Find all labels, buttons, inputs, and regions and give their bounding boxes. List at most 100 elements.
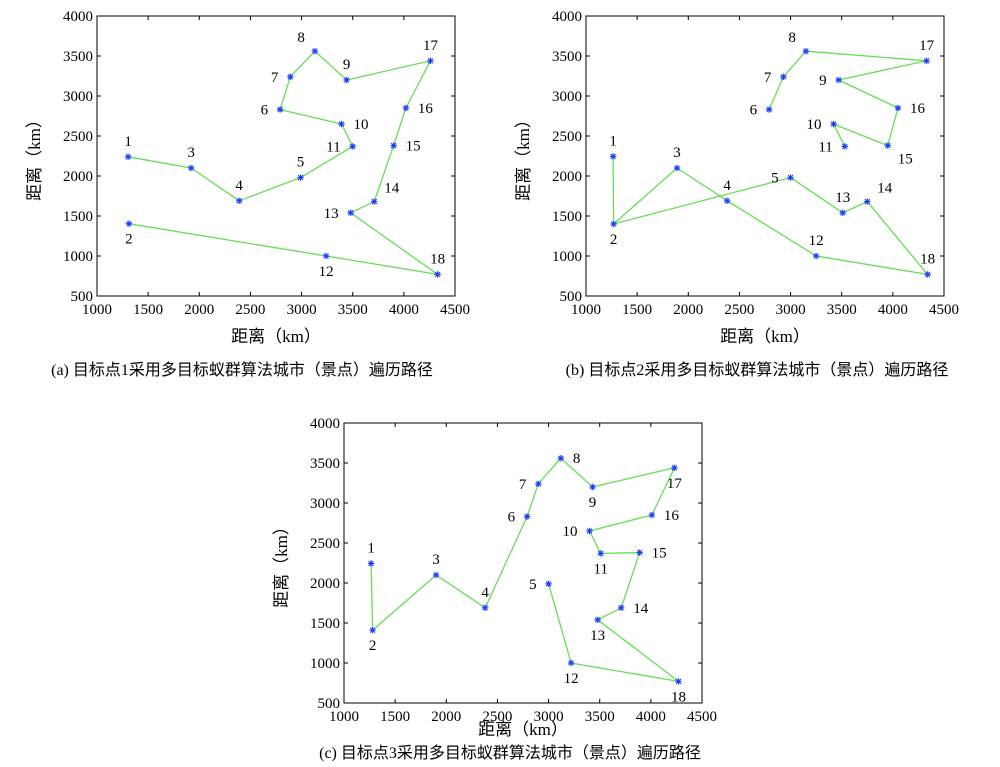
point-label-c-16: 16 — [664, 508, 680, 524]
point-label-b-16: 16 — [910, 101, 926, 117]
x-tick-label-a-1: 1500 — [133, 302, 163, 318]
point-label-c-3: 3 — [432, 552, 440, 568]
point-marker-b-18 — [924, 271, 931, 278]
point-label-c-5: 5 — [529, 577, 537, 593]
point-marker-a-18 — [434, 271, 441, 278]
point-marker-b-15 — [884, 142, 891, 149]
point-marker-a-2 — [125, 220, 133, 227]
point-label-c-7: 7 — [519, 477, 527, 493]
point-label-a-5: 5 — [297, 155, 305, 171]
y-axis-label-a: 距离（km） — [25, 111, 44, 201]
route-line-c — [370, 457, 680, 683]
point-marker-a-9 — [343, 76, 350, 84]
route-line-b-1 — [768, 50, 928, 147]
x-axis-label-a: 距离（km） — [231, 327, 321, 346]
y-axis-label-b: 距离（km） — [514, 111, 533, 201]
point-marker-c-15 — [636, 549, 643, 556]
point-marker-c-13 — [594, 616, 601, 623]
point-marker-c-2 — [369, 627, 376, 634]
y-tick-label-b-6: 3500 — [552, 49, 582, 65]
x-tick-label-c-0: 1000 — [329, 709, 359, 725]
x-tick-label-b-5: 3500 — [827, 302, 857, 318]
y-tick-label-b-3: 2000 — [552, 169, 582, 185]
point-label-c-4: 4 — [481, 585, 489, 601]
plot-frame-a — [96, 15, 456, 297]
point-marker-a-10 — [338, 120, 345, 128]
point-marker-b-9 — [835, 76, 842, 84]
x-axis-label-c: 距离（km） — [478, 720, 568, 739]
x-axis-label-b: 距离（km） — [720, 327, 810, 346]
x-tick-label-b-0: 1000 — [571, 302, 601, 318]
point-label-a-10: 10 — [353, 117, 368, 133]
point-marker-a-13 — [347, 209, 354, 216]
point-label-c-2: 2 — [369, 638, 377, 654]
point-marker-c-14 — [617, 604, 625, 611]
point-marker-b-5 — [787, 174, 794, 181]
y-tick-label-c-6: 3500 — [310, 456, 340, 472]
y-tick-label-b-0: 500 — [560, 289, 583, 305]
point-marker-b-2 — [610, 220, 617, 228]
x-tick-label-a-2: 2000 — [184, 302, 214, 318]
point-label-a-14: 14 — [384, 181, 400, 197]
point-label-a-13: 13 — [324, 206, 339, 222]
point-label-a-1: 1 — [124, 134, 132, 150]
point-label-c-9: 9 — [589, 495, 597, 511]
point-marker-c-18 — [675, 678, 682, 685]
point-label-b-6: 6 — [750, 103, 758, 119]
point-label-b-15: 15 — [898, 152, 913, 168]
point-label-a-2: 2 — [125, 232, 133, 248]
x-tick-label-b-4: 3000 — [776, 302, 806, 318]
point-marker-a-3 — [187, 164, 195, 172]
point-marker-b-12 — [812, 252, 820, 260]
point-label-a-11: 11 — [326, 139, 340, 155]
point-label-b-14: 14 — [877, 181, 893, 197]
x-tick-label-a-6: 4000 — [389, 302, 419, 318]
point-label-a-16: 16 — [418, 101, 434, 117]
point-marker-c-10 — [586, 527, 593, 535]
plot-frame-b — [585, 15, 945, 297]
x-tick-label-b-2: 2000 — [673, 302, 703, 318]
y-tick-label-b-2: 1500 — [552, 209, 582, 225]
point-marker-c-16 — [648, 511, 656, 519]
point-marker-c-6 — [523, 513, 531, 520]
subplot-b: (b) 目标点2采用多目标蚁群算法城市（景点）遍历路径 距离（km） 距离（km… — [514, 9, 959, 379]
point-label-b-2: 2 — [610, 232, 618, 248]
caption-c: (c) 目标点3采用多目标蚁群算法城市（景点）遍历路径 — [319, 743, 701, 762]
y-tick-label-c-7: 4000 — [310, 416, 340, 432]
point-label-b-12: 12 — [809, 233, 824, 249]
y-tick-label-a-2: 1500 — [63, 209, 93, 225]
y-tick-label-a-0: 500 — [71, 289, 94, 305]
point-marker-b-11 — [841, 143, 848, 150]
point-marker-c-8 — [557, 455, 565, 462]
point-marker-a-15 — [390, 142, 397, 149]
point-label-c-18: 18 — [671, 689, 686, 705]
point-marker-b-10 — [830, 120, 837, 128]
y-tick-label-c-3: 2000 — [310, 576, 340, 592]
point-label-a-15: 15 — [406, 139, 421, 155]
y-tick-label-a-1: 1000 — [63, 249, 93, 265]
y-tick-label-b-4: 2500 — [552, 129, 582, 145]
point-label-b-18: 18 — [920, 251, 935, 267]
point-label-c-15: 15 — [652, 546, 667, 562]
point-label-a-18: 18 — [430, 251, 445, 267]
point-label-b-5: 5 — [771, 171, 779, 187]
y-tick-label-c-0: 500 — [318, 696, 341, 712]
point-marker-b-1 — [609, 153, 617, 160]
point-marker-a-11 — [349, 143, 356, 150]
point-label-c-13: 13 — [590, 628, 605, 644]
x-tick-label-c-6: 4000 — [636, 709, 666, 725]
y-tick-label-b-5: 3000 — [552, 89, 582, 105]
point-label-b-8: 8 — [788, 30, 796, 46]
point-marker-b-4 — [723, 197, 731, 204]
point-marker-b-6 — [765, 106, 773, 113]
x-tick-label-c-5: 3500 — [585, 709, 615, 725]
subplot-c: (c) 目标点3采用多目标蚁群算法城市（景点）遍历路径 距离（km） 距离（km… — [272, 416, 717, 762]
point-marker-c-1 — [367, 560, 375, 567]
point-marker-a-1 — [124, 153, 132, 160]
y-tick-label-c-2: 1500 — [310, 616, 340, 632]
subplot-a: (a) 目标点1采用多目标蚁群算法城市（景点）遍历路径 距离（km） 距离（km… — [25, 9, 470, 379]
point-label-b-3: 3 — [673, 145, 681, 161]
point-label-a-4: 4 — [235, 178, 243, 194]
point-marker-a-8 — [311, 48, 319, 55]
point-marker-a-4 — [235, 197, 243, 204]
